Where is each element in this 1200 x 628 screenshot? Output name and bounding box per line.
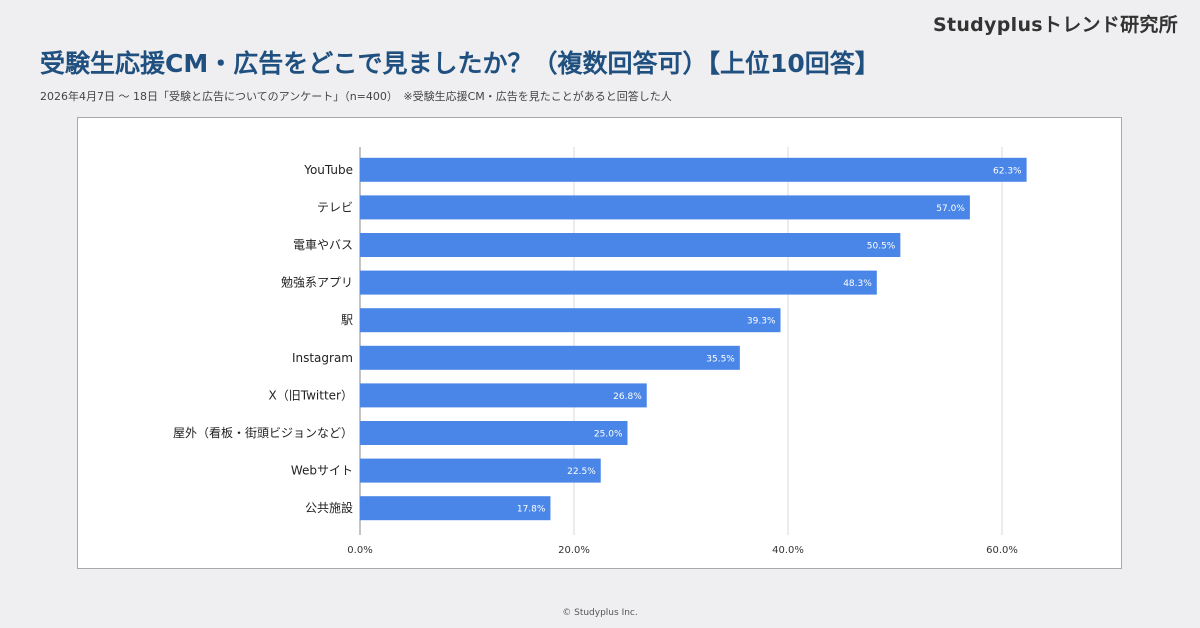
category-label: YouTube — [303, 163, 353, 177]
data-label: 39.3% — [747, 317, 776, 327]
category-label: X（旧Twitter） — [269, 388, 353, 402]
bar-chart: 0.0% 20.0% 40.0% 60.0% YouTube 62.3% テレビ 57.0% 電… — [173, 147, 1027, 556]
x-tick-label: 0.0% — [347, 545, 372, 556]
data-label: 50.5% — [867, 242, 896, 252]
data-label: 26.8% — [613, 392, 642, 402]
data-label: 35.5% — [706, 354, 735, 364]
data-label: 62.3% — [993, 166, 1022, 176]
x-tick-label: 20.0% — [558, 545, 590, 556]
bar — [360, 270, 877, 295]
category-label: 駅 — [341, 313, 353, 327]
data-label: 48.3% — [843, 279, 872, 289]
survey-note: 2026年4月7日 〜 18日「受験と広告についてのアンケート」（n=400） … — [40, 90, 672, 103]
category-label: Instagram — [292, 351, 353, 365]
bar — [360, 233, 901, 257]
data-label: 17.8% — [517, 505, 546, 515]
bar — [360, 308, 781, 333]
bar — [360, 496, 551, 521]
bar — [360, 195, 970, 220]
bar — [360, 421, 628, 445]
category-label: 公共施設 — [305, 500, 353, 515]
category-label: 電車やバス — [293, 238, 353, 252]
bar — [360, 345, 740, 370]
chart-panel: 0.0% 20.0% 40.0% 60.0% YouTube 62.3% テレビ 57.0% 電… — [77, 117, 1122, 569]
copyright: © Studyplus Inc. — [562, 608, 638, 618]
bar — [360, 157, 1027, 182]
category-label: 勉強系アプリ — [281, 276, 353, 290]
data-label: 57.0% — [936, 204, 965, 214]
brand-logo: Studyplusトレンド研究所 — [932, 14, 1178, 36]
x-tick-label: 60.0% — [986, 545, 1018, 556]
page-title: 受験生応援CM・広告をどこで見ましたか？（複数回答可）【上位10回答】 — [40, 49, 880, 78]
bar — [360, 383, 647, 408]
data-label: 22.5% — [567, 467, 596, 477]
category-label: テレビ — [317, 200, 353, 214]
category-label: 屋外（看板・街頭ビジョンなど） — [173, 426, 353, 440]
x-tick-label: 40.0% — [772, 545, 804, 556]
bar — [360, 458, 601, 483]
category-label: Webサイト — [291, 464, 353, 478]
data-label: 25.0% — [594, 430, 623, 440]
